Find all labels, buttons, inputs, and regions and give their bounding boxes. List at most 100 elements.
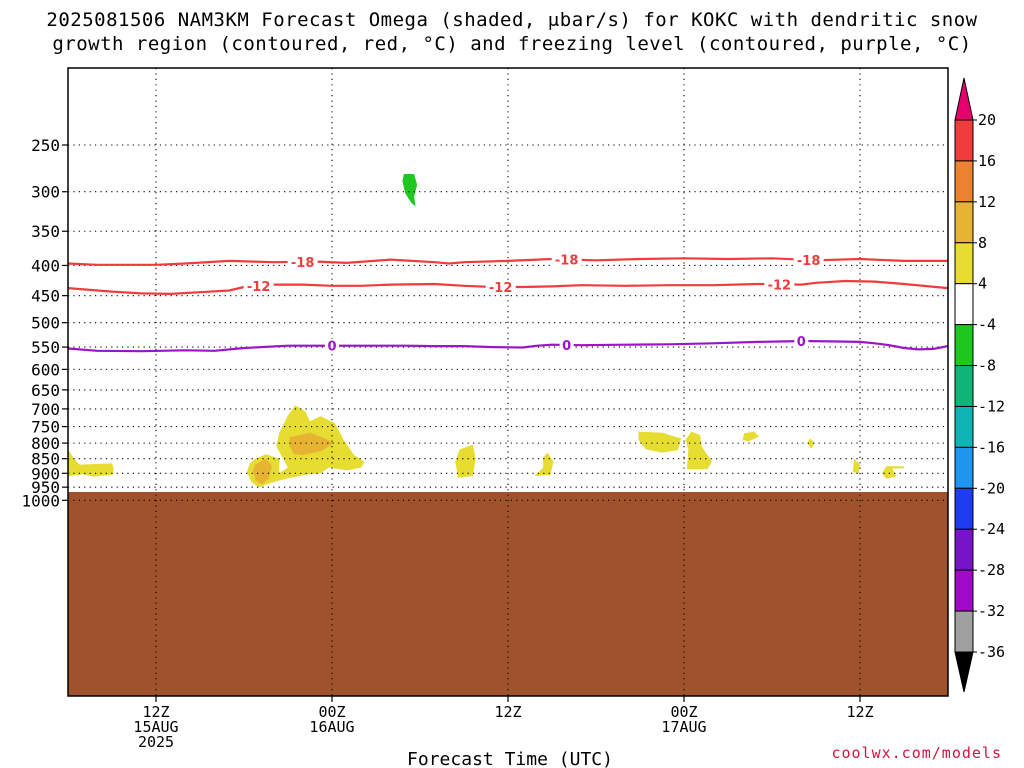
contour-labels: -18 -18 -18 -12 -12 -12 0 0 0	[243, 252, 824, 355]
credit-text: coolwx.com/models	[831, 744, 1002, 762]
y-tick-label-850: 850	[31, 450, 60, 469]
colorbar-box-9	[954, 487, 974, 530]
x-tick-label-0-1: 15AUG	[133, 718, 178, 736]
y-tick-label-300: 300	[31, 183, 60, 202]
y-tick-label-450: 450	[31, 287, 60, 306]
x-tick-label-1-1: 16AUG	[309, 718, 354, 736]
omega-region-11	[852, 458, 860, 474]
colorbar-label-3: 8	[978, 234, 987, 252]
contour-label-bg-2-1	[559, 337, 574, 352]
y-tick-label-800: 800	[31, 434, 60, 453]
colorbar: 20 16 12 8 4 -4 -8 -12 -16 -20 -24 -28 -32 -36	[954, 77, 1005, 693]
contour-label-bg-0-1	[551, 252, 582, 267]
colorbar-box-8	[954, 446, 974, 489]
colorbar-label-8: -16	[978, 438, 1005, 456]
colorbar-box-0	[954, 119, 974, 162]
colorbar-bottom-arrow	[954, 651, 974, 693]
colorbar-label-4: 4	[978, 275, 987, 293]
contour-label-bg-2-0	[325, 338, 339, 353]
contour-label-bg-1-1	[485, 279, 516, 294]
y-tick-label-650: 650	[31, 381, 60, 400]
x-tick-label-0-2: 2025	[138, 733, 174, 751]
contour-label-bg-1-0	[243, 278, 274, 293]
colorbar-label-2: 12	[978, 193, 996, 211]
omega-region-4	[289, 432, 334, 455]
chart-title: 2025081506 NAM3KM Forecast Omega (shaded…	[0, 8, 1024, 56]
colorbar-box-11	[954, 569, 974, 612]
omega-shading-layer	[68, 174, 904, 488]
x-tick-label-3-0: 00Z	[670, 703, 697, 721]
contour-label-2-1: 0	[562, 339, 571, 354]
omega-region-5	[455, 444, 476, 478]
colorbar-top-arrow	[954, 77, 974, 121]
x-tick-label-3-1: 17AUG	[661, 718, 706, 736]
colorbar-label-0: 20	[978, 111, 996, 129]
contour-label-0-2: -18	[797, 254, 821, 269]
colorbar-label-7: -12	[978, 397, 1005, 415]
colorbar-label-9: -20	[978, 479, 1005, 497]
colorbar-box-7	[954, 405, 974, 448]
colorbar-box-2	[954, 201, 974, 244]
colorbar-box-10	[954, 528, 974, 571]
y-tick-label-350: 350	[31, 222, 60, 241]
contour-label-0-1: -18	[555, 253, 579, 268]
omega-region-1	[68, 449, 114, 477]
contour-label-1-1: -12	[489, 281, 513, 296]
colorbar-label-10: -24	[978, 520, 1005, 538]
colorbar-label-1: 16	[978, 152, 996, 170]
contour-line-1	[68, 279, 948, 295]
colorbar-label-5: -4	[978, 316, 996, 334]
y-tick-label-550: 550	[31, 338, 60, 357]
y-axis-ticks: 2503003504004505005506006507007508008509…	[21, 136, 68, 510]
x-tick-label-4-0: 12Z	[846, 703, 873, 721]
colorbar-label-11: -28	[978, 561, 1005, 579]
omega-region-7	[638, 431, 682, 453]
x-axis-title: Forecast Time (UTC)	[407, 749, 613, 768]
omega-region-8	[685, 431, 712, 469]
ground-fill	[68, 491, 948, 696]
chart-title-line-2: growth region (contoured, red, °C) and f…	[52, 33, 972, 55]
colorbar-label-13: -36	[978, 643, 1005, 661]
ground-layer	[68, 491, 948, 696]
colorbar-box-5	[954, 324, 974, 367]
gridlines	[68, 68, 948, 696]
contour-label-bg-0-0	[287, 254, 318, 269]
colorbar-box-4	[954, 283, 974, 326]
contour-label-0-0: -18	[291, 256, 315, 271]
y-tick-label-950: 950	[31, 478, 60, 497]
y-tick-label-600: 600	[31, 360, 60, 379]
x-tick-label-1-0: 00Z	[318, 703, 345, 721]
omega-region-0	[402, 174, 418, 207]
omega-region-3	[252, 458, 272, 485]
colorbar-label-6: -8	[978, 357, 996, 375]
contour-label-2-2: 0	[797, 335, 806, 350]
y-tick-label-400: 400	[31, 256, 60, 275]
contour-label-bg-1-2	[764, 277, 795, 292]
contour-label-bg-2-2	[794, 333, 809, 348]
x-tick-label-0-0: 12Z	[142, 703, 169, 721]
contour-line-2	[68, 339, 948, 353]
chart-title-line-1: 2025081506 NAM3KM Forecast Omega (shaded…	[46, 9, 978, 31]
y-tick-label-250: 250	[31, 136, 60, 155]
contour-label-2-0: 0	[327, 340, 336, 355]
x-tick-label-2-0: 12Z	[494, 703, 521, 721]
contour-label-1-2: -12	[768, 278, 792, 293]
colorbar-box-6	[954, 365, 974, 407]
contour-label-1-0: -12	[247, 280, 271, 295]
y-tick-label-500: 500	[31, 314, 60, 333]
omega-region-6	[534, 452, 554, 477]
omega-region-10	[807, 438, 815, 449]
omega-region-9	[742, 431, 759, 442]
y-tick-label-700: 700	[31, 400, 60, 419]
contour-line-0	[68, 257, 948, 266]
contour-layer	[68, 257, 948, 353]
omega-region-12	[882, 466, 904, 479]
colorbar-box-3	[954, 242, 974, 285]
y-tick-label-900: 900	[31, 464, 60, 483]
colorbar-box-12	[954, 610, 974, 653]
contour-label-bg-0-2	[793, 252, 824, 267]
colorbar-label-12: -32	[978, 602, 1005, 620]
colorbar-box-1	[954, 160, 974, 203]
